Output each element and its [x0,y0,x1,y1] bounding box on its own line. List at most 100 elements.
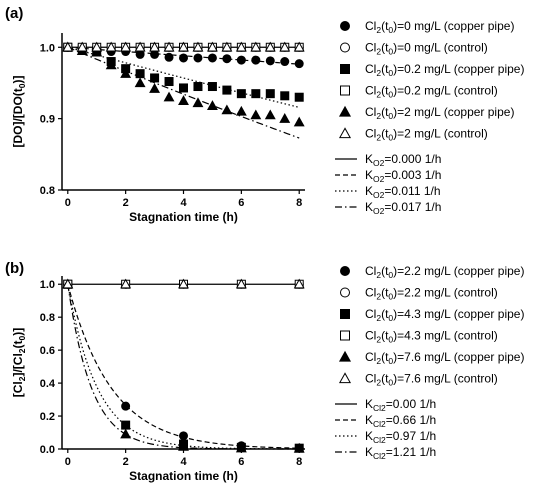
subscript-text: 0 [388,68,393,78]
data-series [63,279,304,453]
label-text-segment: =0.66 1/h [386,413,436,427]
data-point [250,109,262,120]
data-point [163,91,175,102]
label-text-segment: K [365,397,373,411]
label-text-segment: )] [11,75,25,83]
label-text-segment: )=0.2 mg/L (copper pipe) [393,62,524,76]
subscript-text: 0 [17,335,27,340]
data-point [62,278,74,289]
data-point [178,278,189,289]
data-point [179,53,188,63]
data-point [91,46,103,57]
y-axis-label: [DO]/[DO(t0)] [11,75,27,147]
legend-entry: Cl2(t0)=2.2 mg/L (copper pipe) [365,264,524,280]
subscript-text: 0 [388,356,393,366]
subscript-text: 0 [388,292,393,302]
legend-entry: KCl2=1.21 1/h [365,445,436,461]
subscript-text: 2 [376,111,381,121]
subscript-text: 2 [376,90,381,100]
data-series [62,278,305,453]
panel-label: (a) [5,5,23,22]
label-text-segment: Cl [365,329,376,343]
label-text-segment: [DO]/[DO(t [11,88,25,147]
label-text-segment: )=4.3 mg/L (copper pipe) [393,307,524,321]
subscript-text: Cl2 [373,435,386,445]
label-text-segment: )=4.3 mg/L (control) [393,329,498,343]
fit-curve [67,284,300,449]
label-text-segment: (t [381,286,389,300]
label-text-segment: Cl [365,286,376,300]
y-tick-label: 1.0 [40,42,55,54]
legend-marker [340,64,350,74]
label-text-segment: K [365,184,373,198]
legend: Cl2(t0)=0 mg/L (copper pipe)Cl2(t0)=0 mg… [335,19,524,216]
label-text-segment: (t [381,372,389,386]
legend-marker [338,350,352,362]
legend-entry: Cl2(t0)=0 mg/L (control) [365,41,488,57]
x-tick-label: 0 [65,456,71,468]
y-tick-label: 0.0 [40,444,55,456]
y-axis-label: [Cl2]/[Cl2(t0)] [11,328,27,398]
label-text-segment: Cl [365,84,376,98]
subscript-text: O2 [373,206,385,216]
label-text-segment: (t [381,105,389,119]
data-point [164,77,174,87]
data-point [279,41,291,52]
x-tick-label: 4 [180,197,187,209]
x-axis-label: Stagnation time (h) [129,210,238,224]
label-text-segment: Cl [365,127,376,141]
y-tick-label: 0.6 [40,345,55,357]
label-text-segment: Cl [365,307,376,321]
x-tick-label: 2 [123,456,129,468]
legend-entry: Cl2(t0)=7.6 mg/L (control) [365,372,498,388]
data-point [76,41,88,52]
fit-curve [67,284,300,450]
label-text-segment: ]/[Cl [11,353,25,376]
x-tick-label: 4 [180,456,187,468]
subscript-text: 2 [376,47,381,57]
subscript-text: 2 [376,270,381,280]
data-point [293,116,305,127]
subscript-text: 0 [388,47,393,57]
label-text-segment: Cl [365,19,376,33]
y-tick-label: 1.0 [40,279,55,291]
data-point [265,56,275,66]
data-point [206,41,218,52]
subscript-text: 2 [376,25,381,35]
legend-marker [340,330,350,341]
label-text-segment: Cl [365,105,376,119]
x-tick-label: 8 [296,197,302,209]
label-text-segment: =0.97 1/h [386,429,436,443]
label-text-segment: =1.21 1/h [386,445,436,459]
data-point [105,59,117,70]
data-point [193,53,203,63]
data-point [221,41,233,52]
data-point [293,442,305,453]
legend-entry: Cl2(t0)=4.3 mg/L (copper pipe) [365,307,524,323]
legend-entry: Cl2(t0)=2.2 mg/L (control) [365,286,498,302]
data-point [179,83,188,93]
panel-label: (b) [5,260,24,277]
subscript-text: 0 [388,25,393,35]
data-point [221,104,233,115]
label-text-segment: K [365,445,373,459]
data-point [280,91,290,101]
subscript-text: O2 [373,158,385,168]
label-text-segment: (t [381,62,389,76]
legend-entry: Cl2(t0)=0.2 mg/L (control) [365,84,498,100]
legend-entry: Cl2(t0)=2 mg/L (control) [365,127,488,143]
label-text-segment: =0.003 1/h [384,168,441,182]
subscript-text: 0 [388,90,393,100]
data-point [164,52,174,62]
y-tick-label: 0.8 [40,185,55,197]
data-point [294,92,304,102]
data-point [264,41,276,52]
subscript-text: 2 [376,356,381,366]
subscript-text: 2 [376,292,381,302]
label-text-segment: (t [381,307,389,321]
label-text-segment: [Cl [11,381,25,397]
x-tick-label: 6 [238,456,244,468]
label-text-segment: =0.011 1/h [384,184,440,198]
subscript-text: 2 [376,378,381,388]
